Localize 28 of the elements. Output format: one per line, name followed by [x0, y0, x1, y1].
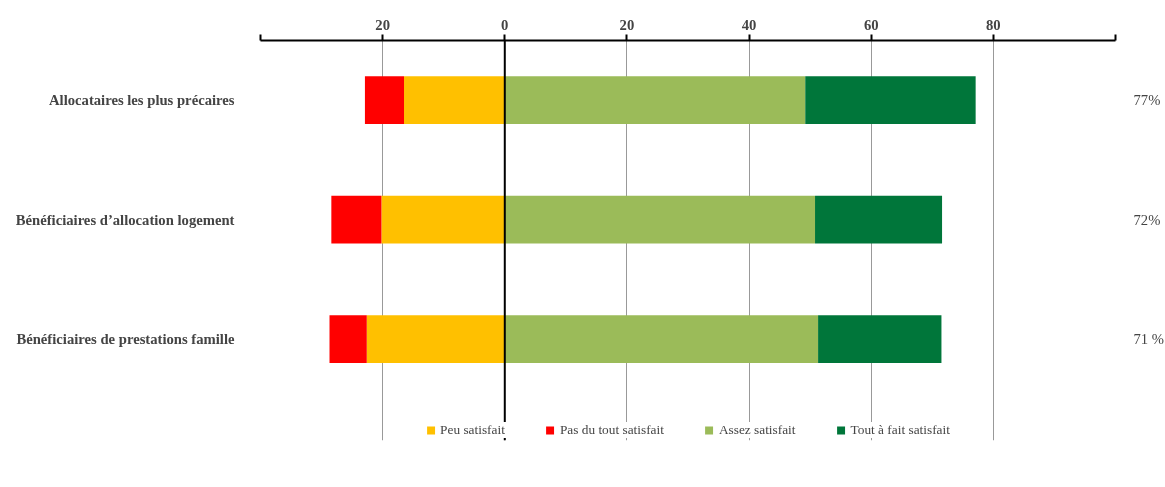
bar	[504, 195, 816, 244]
x-tick-label: 80	[986, 16, 1001, 33]
bar	[504, 315, 819, 363]
bar	[381, 195, 505, 244]
x-tick-label: 20	[619, 16, 635, 33]
bar	[815, 195, 943, 244]
bar	[364, 76, 405, 125]
bar	[818, 315, 942, 363]
y-tick-label: Bénéficiaires de prestations famille	[16, 331, 235, 348]
bar	[404, 76, 505, 125]
legend-label: Assez satisfait	[718, 422, 796, 438]
legend-label: Peu satisfait	[440, 422, 505, 438]
legend-label: Pas du tout satisfait	[559, 422, 664, 438]
text: 72%	[1133, 211, 1161, 228]
bar	[805, 76, 976, 125]
x-tick-label: 20	[375, 16, 390, 33]
y-tick-label: Allocataires les plus précaires	[49, 92, 235, 109]
text: 77%	[1133, 92, 1161, 109]
bar	[504, 76, 806, 125]
x-tick-label: 60	[863, 16, 879, 33]
y-tick-label: Bénéficiaires d’allocation logement	[15, 211, 235, 228]
bar	[366, 315, 505, 363]
x-tick-label: 40	[741, 16, 757, 33]
text: 71 %	[1133, 331, 1165, 348]
bar	[331, 195, 382, 244]
x-tick-label: 0	[501, 16, 509, 33]
bar	[329, 315, 367, 363]
legend-label: Tout à fait satisfait	[850, 422, 950, 438]
